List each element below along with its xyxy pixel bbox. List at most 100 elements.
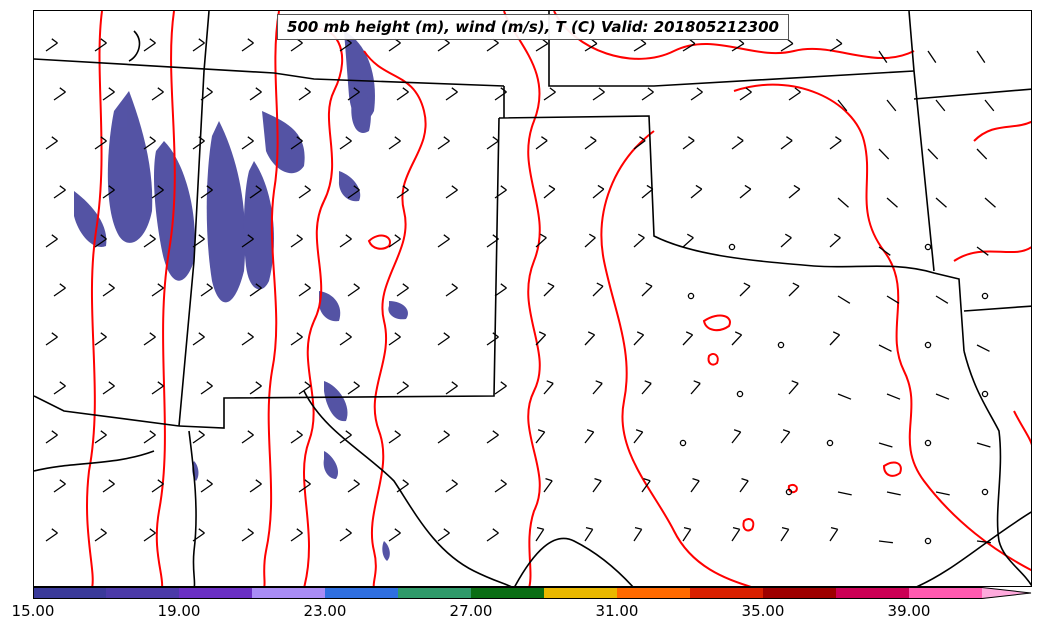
wind-barb <box>543 282 555 297</box>
wind-barb <box>192 332 205 346</box>
wind-barb <box>976 344 990 352</box>
colorbar-tick-label: 23.00 <box>303 602 347 620</box>
wind-barb <box>241 430 254 444</box>
calm-wind-circle <box>924 439 932 447</box>
wind-barb <box>633 331 645 346</box>
wind-barb <box>45 234 58 248</box>
wind-barb <box>829 38 843 52</box>
wind-barb <box>584 331 596 346</box>
wind-barb <box>935 491 950 496</box>
wind-barb <box>102 283 115 297</box>
calm-wind-circle <box>924 537 932 545</box>
wind-barb <box>102 479 115 493</box>
colorbar-segment <box>471 587 545 599</box>
wind-barb <box>290 234 303 248</box>
wind-barb <box>151 479 164 493</box>
wind-barb <box>641 87 654 101</box>
wind-barb <box>396 185 409 199</box>
wind-barb <box>396 87 409 101</box>
wind-barb <box>192 234 205 248</box>
wind-barb <box>200 479 213 493</box>
wind-barb <box>347 479 360 493</box>
wind-barb <box>633 526 643 542</box>
wind-barb <box>347 185 360 199</box>
wind-barb <box>298 185 311 199</box>
wind-barb <box>935 197 947 208</box>
wind-barb <box>200 381 213 395</box>
wind-barb <box>241 234 254 248</box>
wind-barb <box>690 380 701 395</box>
colorbar-tick-labels: 15.00 19.00 23.00 27.00 31.00 35.00 39.00 <box>0 602 1041 624</box>
wind-barb <box>927 50 937 63</box>
wind-barb <box>641 282 653 297</box>
wind-barb <box>143 528 156 542</box>
wind-barb <box>641 380 652 395</box>
colorbar-tick-label: 31.00 <box>595 602 639 620</box>
colorbar-segment <box>252 587 326 599</box>
wind-barb <box>886 99 897 112</box>
wind-barb <box>437 528 450 542</box>
wind-barb <box>445 479 458 493</box>
wind-barb <box>102 87 115 101</box>
wind-barb <box>53 87 66 101</box>
state-boundaries <box>34 11 1031 586</box>
wind-barb <box>445 87 458 101</box>
calm-wind-circle <box>777 341 785 349</box>
wind-barb <box>486 528 499 542</box>
wind-barb <box>445 381 458 395</box>
wind-barb <box>886 197 898 208</box>
colorbar <box>33 587 1032 599</box>
wind-barb <box>984 99 995 112</box>
wind-barb <box>682 233 694 248</box>
wind-barb <box>780 526 790 542</box>
wind-barb <box>94 136 107 150</box>
wind-barb <box>143 430 156 444</box>
wind-barb <box>878 442 893 448</box>
wind-barb <box>200 283 213 297</box>
wind-barb <box>878 50 888 63</box>
wind-barb <box>192 528 205 542</box>
wind-barb <box>388 528 401 542</box>
wind-barb <box>584 136 597 150</box>
wind-barb <box>592 282 604 297</box>
colorbar-segment <box>106 587 180 599</box>
wind-barb <box>780 233 792 248</box>
wind-barb <box>151 381 164 395</box>
wind-barb <box>739 87 752 101</box>
wind-barb <box>535 136 548 150</box>
colorbar-tick-label: 19.00 <box>157 602 201 620</box>
wind-barb <box>151 87 164 101</box>
wind-barb <box>780 38 794 52</box>
wind-barb <box>829 233 841 248</box>
wind-barb <box>780 136 793 150</box>
wind-barb <box>143 136 156 150</box>
wind-barb <box>347 283 360 297</box>
calm-wind-circle <box>679 439 687 447</box>
wind-barb <box>249 185 262 199</box>
wind-barb <box>437 136 450 150</box>
wind-barb <box>347 87 360 101</box>
wind-barb <box>192 430 205 444</box>
calm-wind-circle <box>736 390 744 398</box>
wind-barb <box>641 477 651 493</box>
wind-barb <box>731 526 741 542</box>
wind-barb <box>290 430 303 444</box>
wind-barb <box>837 197 849 208</box>
wind-barb <box>53 479 66 493</box>
wind-barb <box>494 87 507 101</box>
wind-barb <box>739 282 751 297</box>
wind-barb <box>837 491 852 496</box>
colorbar-segments <box>33 587 1032 599</box>
wind-barb <box>976 246 989 256</box>
wind-barb <box>494 185 507 199</box>
wind-barb <box>690 184 703 199</box>
wind-barb <box>935 295 949 304</box>
wind-barb <box>788 282 800 297</box>
shaded-field <box>74 31 409 561</box>
wind-barb <box>200 185 213 199</box>
wind-barb <box>445 283 458 297</box>
wind-barb <box>388 332 401 346</box>
wind-barb <box>486 234 499 248</box>
wind-barb <box>388 136 401 150</box>
wind-barb <box>633 38 647 52</box>
